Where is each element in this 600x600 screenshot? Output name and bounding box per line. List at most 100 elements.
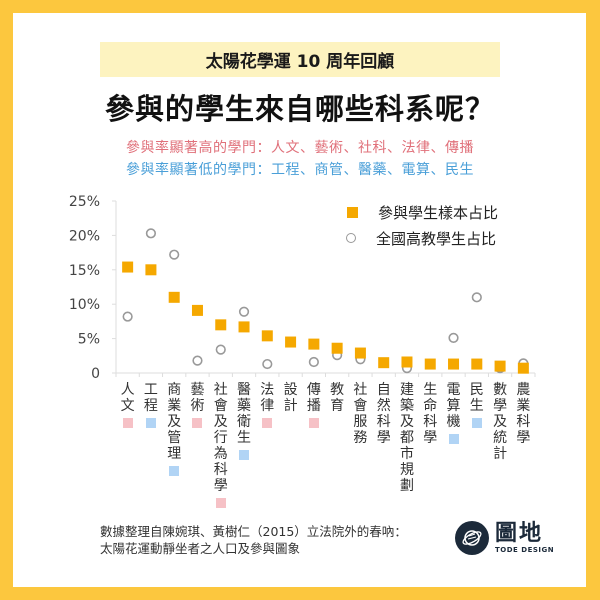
sample-point (401, 356, 413, 368)
x-tick-label: 民生 (469, 382, 485, 428)
national-point (448, 332, 459, 344)
x-tick-label-text: 人文 (120, 382, 135, 414)
low-participation-marker (448, 434, 459, 444)
x-tick-label-text: 電算機 (446, 382, 461, 430)
logo-sub-text: TODE DESIGN (495, 546, 555, 554)
axes (112, 200, 536, 377)
x-tick-label: 藝術 (189, 382, 205, 428)
national-point (192, 355, 203, 366)
x-tick-label-text: 建築及都市規劃 (399, 382, 414, 494)
y-tick-label: 15% (69, 263, 100, 279)
x-tick-label-text: 社會及行為科學 (213, 382, 228, 494)
low-participation-marker (239, 450, 250, 460)
sample-point (331, 342, 343, 354)
x-tick-label: 設計 (283, 382, 299, 414)
sample-point (122, 261, 134, 273)
legend: 參與學生樣本占比 全國高教學生占比 (345, 199, 498, 251)
x-tick-label-text: 民生 (469, 382, 484, 414)
x-tick-label-text: 工程 (143, 382, 158, 414)
x-tick-label-text: 醫藥衛生 (237, 382, 252, 446)
y-tick-label: 5% (78, 332, 100, 348)
x-tick-label-text: 藝術 (190, 382, 205, 414)
note-low: 參與率顯著低的學門：工程、商管、醫藥、電算、民生 (126, 162, 474, 178)
legend-item-sample: 參與學生樣本占比 (345, 199, 498, 225)
sample-point (448, 358, 460, 370)
x-tick-label-text: 自然科學 (376, 382, 391, 446)
low-participation-marker (471, 418, 482, 428)
page-title: 參與的學生來自哪些科系呢？ (104, 92, 495, 126)
square-marker-icon (347, 206, 358, 218)
sample-point (354, 347, 366, 359)
sample-point (285, 336, 297, 348)
high-participation-marker (215, 498, 226, 508)
y-tick-labels: 0 5% 10% 15% 20% 25% (69, 194, 100, 382)
content-panel (13, 13, 586, 587)
y-tick-label: 0 (91, 366, 100, 382)
x-tick-label: 電算機 (446, 382, 462, 444)
sample-point (517, 362, 529, 374)
high-participation-marker (192, 418, 203, 428)
x-tick-label: 商業及管理 (166, 382, 182, 476)
source-citation: 數據整理自陳婉琪、黃樹仁（2015）立法院外的春吶： 太陽花運動靜坐者之人口及參… (100, 523, 407, 557)
sample-point (168, 291, 180, 303)
x-tick-label-text: 商業及管理 (167, 382, 182, 462)
x-tick-label-text: 數學及統計 (493, 382, 508, 462)
national-point (215, 344, 226, 355)
note-high: 參與率顯著高的學門：人文、藝術、社科、法律、傳播 (126, 140, 474, 156)
x-tick-label: 建築及都市規劃 (399, 382, 415, 494)
legend-label-national: 全國高教學生占比 (376, 229, 497, 248)
legend-item-national: 全國高教學生占比 (345, 225, 498, 251)
x-tick-label: 醫藥衛生 (236, 382, 252, 460)
x-tick-label-text: 傳播 (306, 382, 321, 414)
high-participation-marker (262, 418, 273, 428)
x-tick-label: 教育 (329, 382, 345, 414)
high-participation-marker (122, 418, 133, 428)
sample-point (308, 338, 320, 350)
x-tick-label-text: 社會服務 (353, 382, 368, 446)
national-point (122, 311, 133, 322)
sample-point (494, 360, 506, 372)
y-tick-label: 25% (69, 194, 100, 210)
x-tick-label: 自然科學 (376, 382, 392, 446)
sample-point (145, 264, 157, 276)
banner: 太陽花學運 10 周年回顧 (100, 42, 500, 77)
sample-point (191, 304, 203, 316)
x-tick-label-text: 設計 (283, 382, 298, 414)
source-line-2: 太陽花運動靜坐者之人口及參與圖象 (100, 541, 301, 556)
low-participation-marker (145, 418, 156, 428)
x-tick-label: 社會及行為科學 (213, 382, 229, 508)
chart-marks (122, 228, 529, 374)
x-tick-label: 社會服務 (352, 382, 368, 446)
x-tick-label-text: 法律 (260, 382, 275, 414)
x-tick-label: 傳播 (306, 382, 322, 428)
sample-point (238, 321, 250, 333)
x-tick-label-text: 教育 (330, 382, 345, 414)
logo: 圖地 TODE DESIGN (455, 521, 554, 555)
sample-point (215, 319, 227, 331)
x-tick-label: 農業科學 (515, 382, 531, 446)
logo-main-text: 圖地 (495, 521, 544, 546)
planet-logo-icon (455, 521, 489, 555)
national-point (262, 358, 273, 370)
national-point (308, 356, 319, 368)
y-tick-label: 20% (69, 228, 100, 244)
source-line-1: 數據整理自陳婉琪、黃樹仁（2015）立法院外的春吶： (100, 524, 407, 539)
x-tick-label: 法律 (259, 382, 275, 428)
national-point (471, 292, 482, 303)
x-tick-label-text: 農業科學 (516, 382, 531, 446)
sample-point (471, 358, 483, 370)
legend-label-sample: 參與學生樣本占比 (378, 203, 499, 222)
sample-point (424, 358, 436, 370)
national-point (169, 249, 180, 260)
banner-text: 太陽花學運 10 周年回顧 (205, 52, 395, 72)
high-participation-marker (308, 418, 319, 428)
sample-point (378, 357, 390, 369)
x-tick-label-text: 生命科學 (423, 382, 438, 446)
x-tick-label: 生命科學 (422, 382, 438, 446)
x-tick-label: 工程 (143, 382, 159, 428)
national-point (238, 306, 250, 317)
x-tick-label: 人文 (120, 382, 136, 428)
sample-point (261, 330, 273, 342)
low-participation-marker (169, 466, 180, 476)
